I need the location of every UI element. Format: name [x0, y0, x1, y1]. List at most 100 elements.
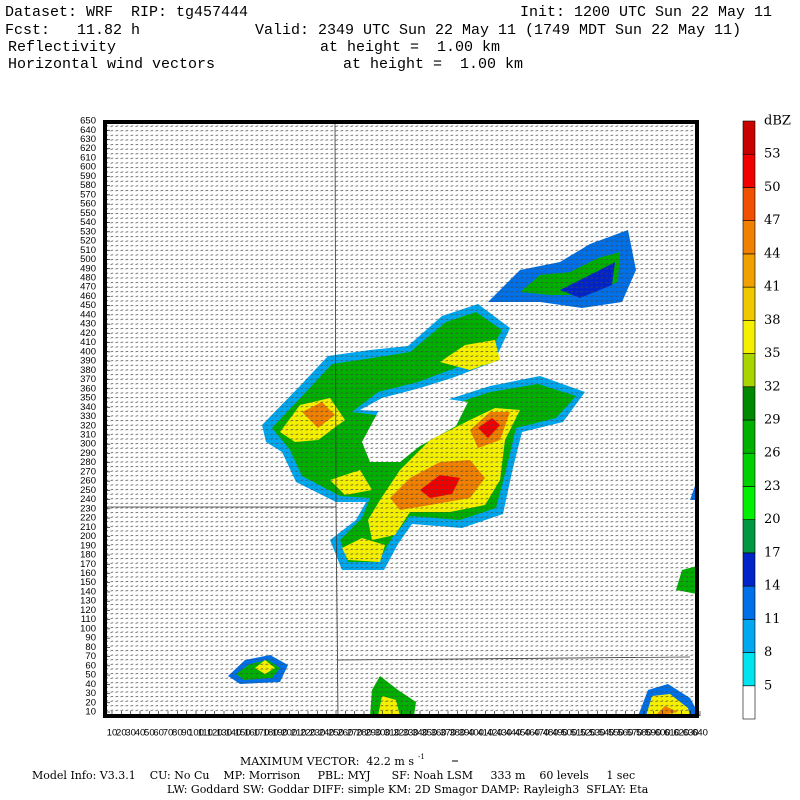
- colorbar-box: [742, 452, 756, 487]
- y-tick-label: 540: [80, 217, 96, 228]
- y-tick-label: 640: [80, 125, 96, 136]
- colorbar-label: 8: [764, 645, 772, 660]
- colorbar-box: [742, 320, 756, 354]
- y-tick-label: 560: [80, 199, 96, 210]
- y-tick-label: 370: [80, 374, 96, 385]
- y-tick-label: 630: [80, 134, 96, 145]
- y-tick-label: 200: [80, 531, 96, 542]
- colorbar-box: [742, 353, 756, 388]
- x-tick-label: 510: [571, 728, 587, 739]
- colorbar-label: 23: [764, 479, 781, 494]
- colorbar-box: [742, 652, 756, 687]
- x-tick-label: 260: [337, 728, 353, 739]
- x-tick-label: 380: [449, 728, 465, 739]
- x-tick-label: 610: [664, 728, 680, 739]
- colorbar-box: [742, 685, 756, 720]
- x-tick-label: 60: [153, 728, 164, 739]
- y-tick-label: 230: [80, 503, 96, 514]
- x-tick-label: 160: [244, 728, 260, 739]
- y-tick-label: 350: [80, 393, 96, 404]
- y-tick-label: 500: [80, 254, 96, 265]
- x-tick-label: 220: [300, 728, 316, 739]
- y-tick-label: 290: [80, 448, 96, 459]
- colorbar-label: 29: [764, 413, 781, 428]
- x-tick-label: 320: [393, 728, 409, 739]
- colorbar-unit: dBZ: [764, 114, 791, 129]
- y-tick-label: 320: [80, 420, 96, 431]
- y-tick-label: 440: [80, 309, 96, 320]
- y-tick-label: 330: [80, 411, 96, 422]
- y-tick-label: 240: [80, 494, 96, 505]
- y-tick-label: 40: [85, 679, 96, 690]
- x-tick-label: 230: [309, 728, 325, 739]
- x-tick-label: 40: [135, 728, 146, 739]
- y-tick-label: 50: [85, 670, 96, 681]
- y-tick-label: 250: [80, 485, 96, 496]
- x-tick-label: 520: [580, 728, 596, 739]
- x-tick-label: 100: [188, 728, 204, 739]
- colorbar-label: 41: [764, 280, 781, 295]
- colorbar-label: 5: [764, 678, 772, 693]
- y-tick-label: 590: [80, 171, 96, 182]
- x-tick-label: 120: [207, 728, 223, 739]
- x-tick-label: 250: [328, 728, 344, 739]
- y-tick-label: 620: [80, 143, 96, 154]
- x-tick-label: 620: [673, 728, 689, 739]
- colorbar-label: 26: [764, 446, 781, 461]
- colorbar-box: [742, 552, 756, 587]
- y-tick-label: 130: [80, 596, 96, 607]
- x-tick-label: 490: [552, 728, 568, 739]
- y-tick-label: 20: [85, 697, 96, 708]
- x-tick-label: 90: [181, 728, 192, 739]
- y-tick-label: 10: [85, 707, 96, 718]
- x-tick-label: 630: [683, 728, 699, 739]
- colorbar-box: [742, 386, 756, 421]
- x-tick-label: 390: [459, 728, 475, 739]
- colorbar-label: 14: [764, 579, 781, 594]
- y-tick-label: 90: [85, 633, 96, 644]
- x-tick-label: 240: [319, 728, 335, 739]
- max-vector: MAXIMUM VECTOR: 42.2 m s: [240, 755, 414, 768]
- y-tick-label: 30: [85, 688, 96, 699]
- colorbar-box: [742, 585, 756, 620]
- y-tick-label: 520: [80, 236, 96, 247]
- x-tick-label: 50: [144, 728, 155, 739]
- vector-name: Horizontal wind vectors: [8, 56, 215, 73]
- field-name: Reflectivity: [8, 39, 116, 56]
- y-tick-label: 430: [80, 319, 96, 330]
- x-tick-label: 640: [692, 728, 708, 739]
- y-tick-label: 550: [80, 208, 96, 219]
- y-tick-label: 420: [80, 328, 96, 339]
- x-tick-label: 500: [561, 728, 577, 739]
- colorbar-label: 17: [764, 545, 781, 560]
- x-tick-label: 330: [403, 728, 419, 739]
- colorbar-box: [742, 519, 756, 554]
- colorbar-box: [742, 286, 756, 321]
- x-tick-label: 460: [524, 728, 540, 739]
- x-tick-label: 190: [272, 728, 288, 739]
- y-tick-label: 490: [80, 263, 96, 274]
- wind-vectors: [105, 122, 697, 716]
- y-tick-label: 450: [80, 300, 96, 311]
- colorbar-box: [742, 187, 756, 221]
- x-tick-label: 170: [253, 728, 269, 739]
- x-tick-label: 530: [589, 728, 605, 739]
- colorbar-label: 44: [764, 246, 781, 261]
- x-tick-label: 210: [291, 728, 307, 739]
- model-info-physics: LW: Goddard SW: Goddar DIFF: simple KM: …: [167, 783, 649, 796]
- x-tick-label: 360: [431, 728, 447, 739]
- colorbar-label: 20: [764, 512, 781, 527]
- x-tick-label: 200: [281, 728, 297, 739]
- x-tick-label: 580: [636, 728, 652, 739]
- dataset: Dataset: WRF RIP: tg457444: [5, 4, 248, 21]
- y-tick-label: 390: [80, 356, 96, 367]
- x-tick-label: 440: [505, 728, 521, 739]
- max-vector-exponent: -1: [418, 753, 425, 761]
- x-tick-label: 570: [627, 728, 643, 739]
- colorbar-box: [742, 253, 756, 288]
- y-tick-label: 470: [80, 282, 96, 293]
- y-tick-label: 580: [80, 180, 96, 191]
- valid-time: Valid: 2349 UTC Sun 22 May 11 (1749 MDT …: [255, 22, 741, 39]
- x-tick-label: 150: [235, 728, 251, 739]
